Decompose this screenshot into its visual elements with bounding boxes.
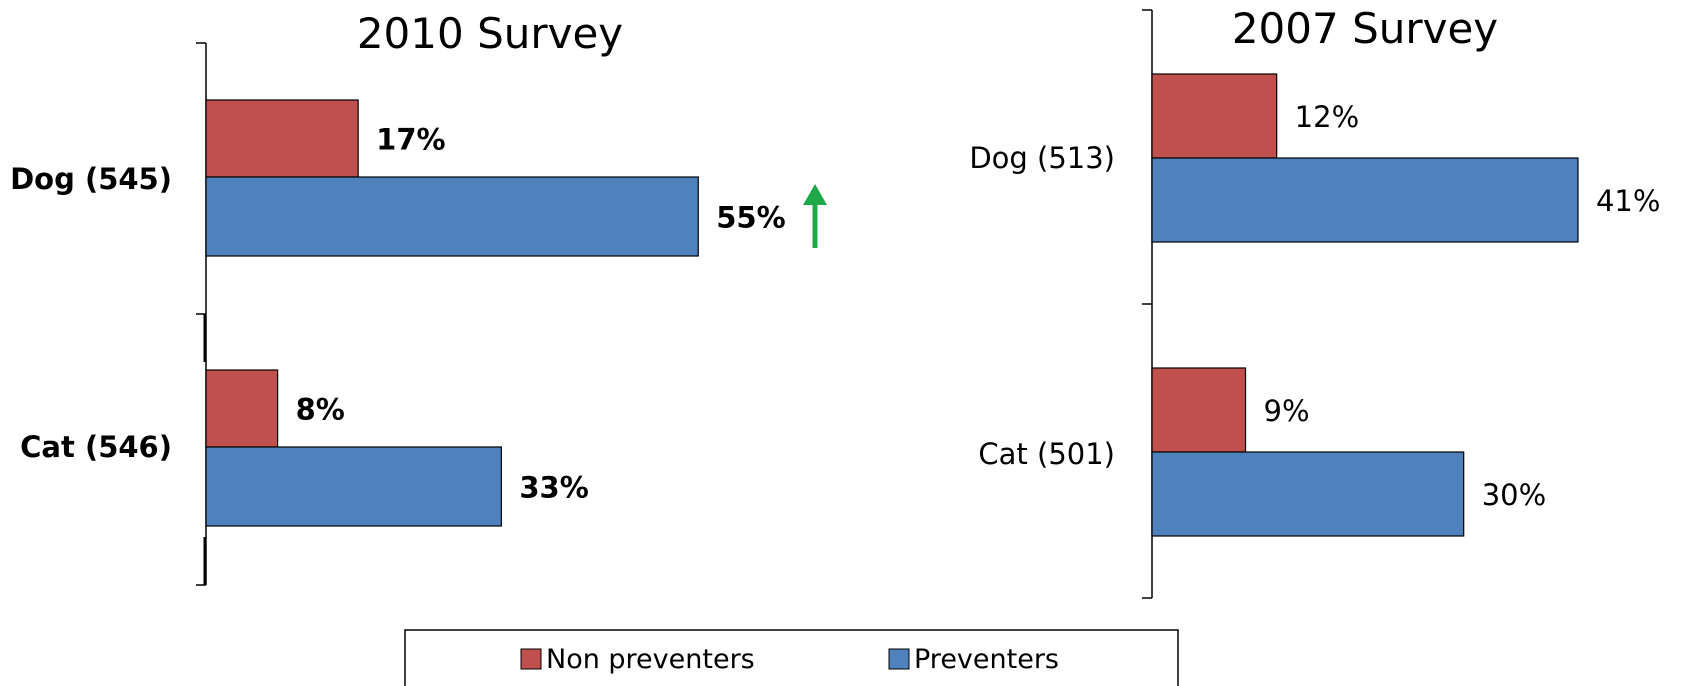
data-label-non-preventers: 8% [296, 393, 345, 427]
bar-preventers [205, 446, 502, 527]
legend-swatch-non-preventers [520, 648, 542, 670]
data-labels: 12% 41% 9% 30% [1264, 100, 1661, 512]
legend-label-preventers: Preventers [914, 644, 1059, 675]
bar-preventers [205, 176, 699, 257]
bars [205, 99, 699, 527]
chart-2007-survey: 2007 Survey Dog (513) Cat (501) 12% 41% 9%… [969, 4, 1661, 599]
data-label-preventers: 33% [519, 471, 588, 505]
data-label-non-preventers: 17% [376, 123, 445, 157]
data-labels: 17% 55% 8% 33% [296, 123, 786, 505]
legend-swatch-preventers [888, 648, 910, 670]
legend: Non preventers Preventers [404, 629, 1179, 686]
legend-label-non-preventers: Non preventers [546, 644, 755, 675]
category-label-dog: Dog (513) [969, 141, 1115, 175]
data-label-preventers: 41% [1596, 184, 1660, 218]
up-arrow-icon [803, 184, 827, 248]
chart-title: 2007 Survey [1232, 4, 1498, 53]
category-axis [1142, 9, 1153, 599]
bar-preventers [1151, 451, 1465, 537]
data-label-preventers: 55% [716, 201, 785, 235]
chart-2010-survey: 2010 Survey Dog (545) Cat (546) 17% 55% 8%… [10, 9, 827, 586]
category-labels: Dog (513) Cat (501) [969, 141, 1115, 471]
bar-non-preventers [205, 99, 359, 178]
category-label-cat: Cat (501) [978, 437, 1115, 471]
category-axis [196, 42, 207, 586]
category-labels: Dog (545) Cat (546) [10, 162, 172, 464]
category-label-cat: Cat (546) [20, 430, 172, 464]
bar-non-preventers [205, 369, 279, 448]
bar-non-preventers [1151, 73, 1278, 159]
data-label-non-preventers: 9% [1264, 394, 1310, 428]
data-label-preventers: 30% [1482, 478, 1546, 512]
bar-non-preventers [1151, 367, 1247, 453]
chart-title: 2010 Survey [357, 9, 623, 58]
bar-preventers [1151, 157, 1579, 243]
category-label-dog: Dog (545) [10, 162, 172, 196]
data-label-non-preventers: 12% [1295, 100, 1359, 134]
bars [1151, 73, 1579, 537]
